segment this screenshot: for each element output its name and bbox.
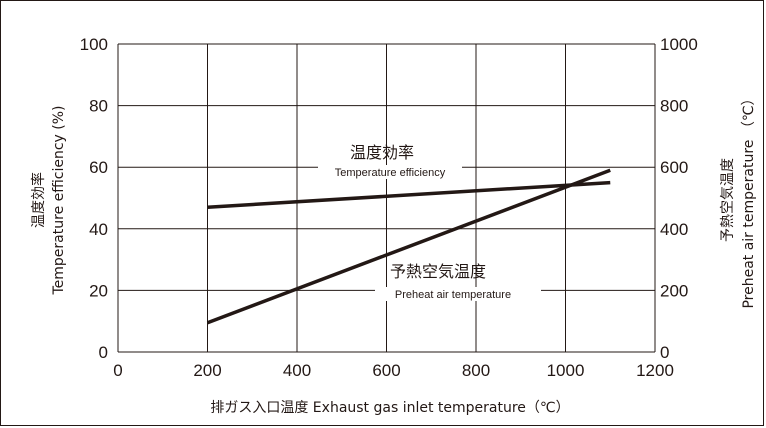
- y-tick-label-left: 0: [99, 343, 108, 362]
- x-tick-label: 400: [283, 361, 311, 380]
- x-tick-label: 1000: [547, 361, 585, 380]
- series-line-temperature-efficiency: [207, 180, 611, 209]
- y-tick-label-right: 1000: [660, 35, 698, 54]
- y-tick-label-right: 800: [660, 97, 688, 116]
- y-axis-title-right-en: Preheat air temperature （℃）: [741, 91, 757, 308]
- series-line-preheat-air-temperature: [206, 168, 611, 325]
- y-axis-title-left-en: Temperature efficiency (%): [51, 105, 67, 295]
- series-label-preheat-jp: 予熱空気温度: [390, 262, 486, 281]
- series-label-bg-efficiency: [318, 165, 462, 179]
- series-label-bg-preheat: [375, 287, 541, 301]
- x-tick-label: 800: [462, 361, 490, 380]
- y-tick-label-left: 60: [89, 158, 108, 177]
- tick-labels: 0 200 400 600 800 1000 12000204060801000200400…: [80, 35, 698, 380]
- y-axis-title-right-jp: 予熱空気温度: [720, 158, 736, 242]
- series-layer: [206, 168, 611, 325]
- y-tick-label-right: 0: [660, 343, 669, 362]
- series-label-efficiency-en: Temperature efficiency: [335, 167, 446, 179]
- y-tick-label-left: 40: [89, 220, 108, 239]
- y-axis-title-left-jp: 温度効率: [30, 172, 47, 228]
- y-tick-label-right: 600: [660, 158, 688, 177]
- x-tick-label: 1200: [636, 361, 674, 380]
- x-tick-label: 0: [113, 361, 122, 380]
- y-tick-label-right: 400: [660, 220, 688, 239]
- x-tick-label: 200: [193, 361, 221, 380]
- y-tick-label-left: 80: [89, 97, 108, 116]
- x-axis-title: 排ガス入口温度 Exhaust gas inlet temperature（℃）: [210, 400, 569, 416]
- x-tick-label: 600: [372, 361, 400, 380]
- series-label-efficiency-jp: 温度効率: [350, 143, 414, 162]
- series-label-preheat-en: Preheat air temperature: [395, 289, 511, 301]
- y-tick-label-left: 100: [80, 35, 108, 54]
- y-tick-label-right: 200: [660, 281, 688, 300]
- y-tick-label-left: 20: [89, 281, 108, 300]
